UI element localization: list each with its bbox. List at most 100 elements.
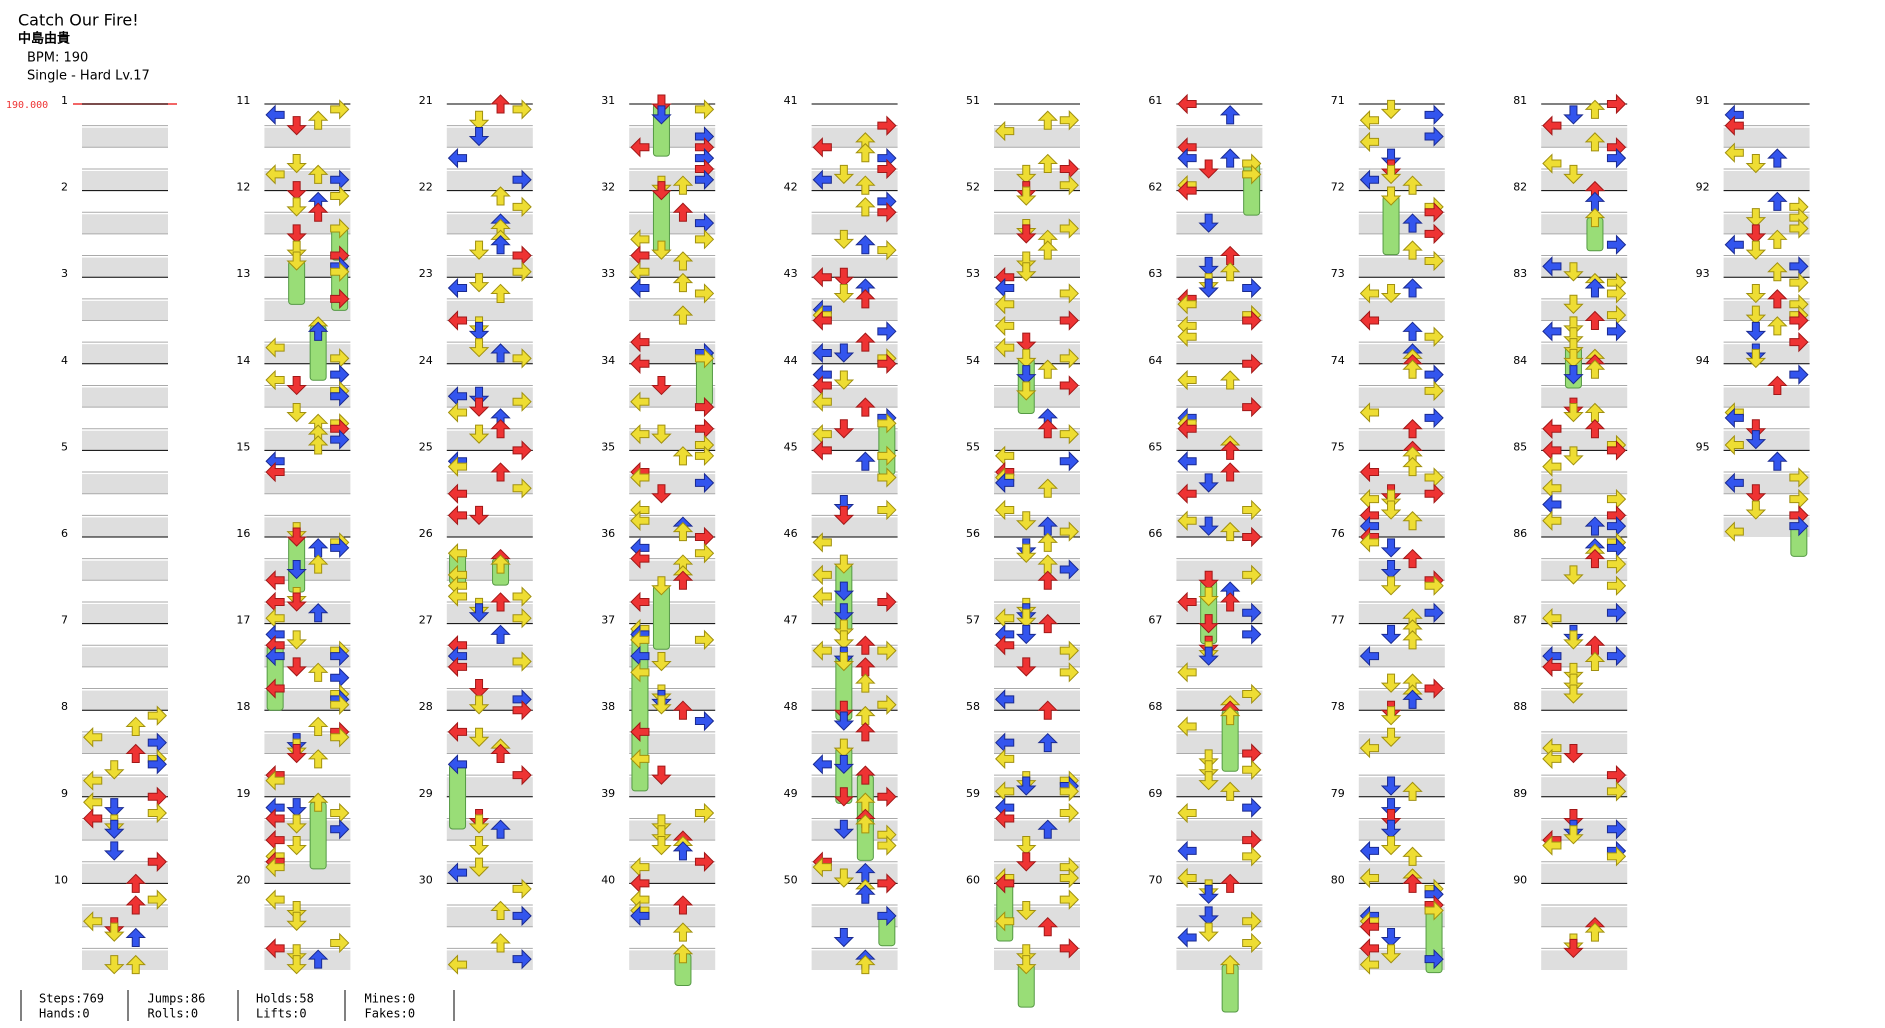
note-arrow (877, 202, 897, 223)
note-arrow (651, 695, 672, 715)
note-arrow (286, 744, 307, 764)
bpm-marker: 190.000 (6, 100, 48, 111)
measure-number: 65 (1148, 440, 1162, 453)
note-arrow (1606, 440, 1627, 461)
note-arrow (1745, 321, 1767, 342)
note-arrow (1402, 240, 1423, 260)
note-arrow (1542, 418, 1562, 439)
beat-band (1358, 300, 1445, 321)
measure-number: 84 (1513, 354, 1527, 367)
note-arrow (812, 586, 832, 607)
note-arrow (307, 716, 329, 736)
measure-number: 36 (601, 527, 615, 540)
beat-band (994, 560, 1080, 581)
note-arrow (1563, 338, 1584, 358)
measure-number: 85 (1513, 440, 1527, 453)
note-arrow (1016, 262, 1037, 282)
note-arrow (1789, 467, 1809, 488)
note-arrow (307, 202, 329, 222)
note-arrow (995, 472, 1015, 494)
note-arrow (1542, 656, 1562, 678)
note-arrow (1242, 797, 1262, 818)
measure-number: 75 (1331, 440, 1345, 453)
measure-number: 10 (54, 873, 68, 886)
measure-number: 55 (966, 440, 980, 453)
beat-band (1541, 474, 1628, 494)
note-arrow (1177, 180, 1197, 201)
note-arrow (1745, 283, 1767, 304)
note-arrow (1402, 873, 1423, 893)
beat-band (1541, 907, 1628, 927)
note-arrow (1037, 110, 1058, 130)
note-arrow (330, 185, 350, 207)
beat-band (1541, 647, 1628, 667)
note-arrow (1563, 938, 1584, 959)
measure-number: 94 (1696, 354, 1710, 367)
note-arrow (1016, 365, 1037, 385)
note-arrow (1380, 576, 1402, 596)
note-arrow (630, 137, 650, 158)
beat-band (811, 300, 898, 321)
note-arrow (1037, 240, 1058, 260)
note-arrow (1016, 624, 1037, 645)
note-arrow (630, 510, 650, 531)
note-arrow (877, 321, 897, 342)
note-arrow (1380, 706, 1402, 726)
note-arrow (1789, 515, 1809, 537)
note-arrow (651, 651, 672, 672)
beat-band (264, 127, 351, 148)
note-arrow (1177, 802, 1197, 824)
measure-number: 11 (236, 94, 250, 107)
bpm: BPM: 190 (27, 51, 88, 66)
beat-band (1358, 863, 1445, 884)
beat-band (1723, 517, 1810, 537)
note-arrow (1402, 419, 1423, 439)
note-arrow (1767, 289, 1788, 309)
note-arrow (147, 802, 167, 824)
note-arrow (1584, 516, 1606, 536)
measure-number: 28 (419, 700, 433, 713)
note-arrow (833, 554, 855, 574)
measure-number: 61 (1148, 94, 1162, 107)
measure-number: 52 (966, 181, 980, 194)
note-arrow (447, 456, 468, 477)
note-arrow (1359, 840, 1380, 862)
note-arrow (630, 277, 650, 299)
note-arrow (1584, 359, 1606, 379)
note-arrow (490, 462, 511, 482)
note-arrow (672, 570, 694, 590)
measure-number: 7 (61, 614, 68, 627)
note-arrow (812, 856, 832, 878)
note-arrow (833, 229, 855, 250)
note-arrow (1767, 262, 1788, 282)
measure-number: 15 (236, 440, 250, 453)
note-arrow (1016, 836, 1037, 856)
note-arrow (490, 94, 511, 114)
beat-band (1541, 387, 1628, 408)
measure-number: 57 (966, 614, 980, 627)
note-arrow (286, 814, 307, 834)
note-arrow (694, 543, 715, 564)
note-arrow (1059, 218, 1079, 239)
note-arrow (147, 705, 167, 726)
note-arrow (855, 397, 876, 417)
note-arrow (1059, 451, 1079, 472)
beat-band (629, 863, 716, 884)
note-arrow (1198, 278, 1219, 298)
beat-band (1541, 517, 1628, 537)
note-arrow (812, 532, 832, 553)
note-arrow (694, 396, 715, 418)
note-arrow (468, 273, 490, 293)
measure-number: 92 (1696, 181, 1710, 194)
note-arrow (694, 229, 715, 250)
stat-label: Lifts:0 (256, 1007, 307, 1021)
note-arrow (330, 386, 350, 407)
note-arrow (447, 754, 468, 775)
note-arrow (490, 819, 511, 839)
note-arrow (1402, 213, 1423, 233)
note-arrow (286, 116, 307, 136)
note-arrow (1016, 944, 1037, 964)
beat-band (811, 344, 898, 364)
note-arrow (672, 944, 694, 964)
